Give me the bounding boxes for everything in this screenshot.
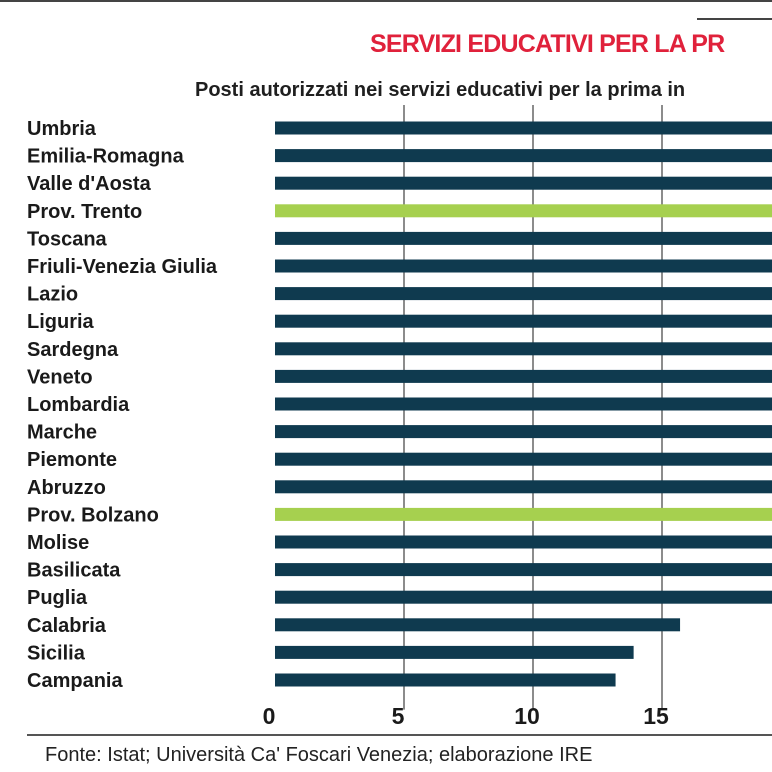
category-label-3: Prov. Trento	[27, 201, 142, 223]
category-label-12: Piemonte	[27, 449, 117, 471]
bar-3	[275, 204, 772, 218]
bar-15	[275, 535, 772, 549]
bar-1	[275, 149, 772, 163]
category-label-15: Molise	[27, 532, 89, 554]
category-label-2: Valle d'Aosta	[27, 173, 152, 195]
category-label-1: Emilia-Romagna	[27, 146, 185, 168]
source-note: Fonte: Istat; Università Ca' Foscari Ven…	[45, 744, 593, 766]
bar-7	[275, 314, 772, 328]
category-label-19: Sicilia	[27, 642, 86, 664]
top-rule	[0, 0, 772, 2]
tick-label-15: 15	[643, 703, 669, 729]
category-label-7: Liguria	[27, 311, 95, 333]
category-label-11: Marche	[27, 422, 97, 444]
bar-5	[275, 259, 772, 273]
chart-title: SERVIZI EDUCATIVI PER LA PR	[370, 30, 725, 58]
title-rule	[697, 18, 772, 20]
bar-16	[275, 563, 772, 577]
bar-12	[275, 452, 772, 466]
bar-20	[275, 673, 616, 687]
category-label-4: Toscana	[27, 228, 108, 250]
bar-2	[275, 176, 772, 190]
bar-14	[275, 507, 772, 521]
category-label-18: Calabria	[27, 615, 107, 637]
tick-label-5: 5	[392, 703, 405, 729]
category-label-6: Lazio	[27, 284, 78, 306]
bar-11	[275, 425, 772, 439]
category-label-14: Prov. Bolzano	[27, 504, 159, 526]
bar-6	[275, 287, 772, 301]
bar-13	[275, 480, 772, 494]
bottom-rule	[27, 734, 772, 736]
bar-18	[275, 618, 681, 632]
bar-4	[275, 231, 772, 245]
category-label-0: Umbria	[27, 118, 97, 140]
tick-label-10: 10	[514, 703, 540, 729]
bar-chart: Umbria Emilia-Romagna Valle d'Aosta Prov. T…	[27, 105, 772, 729]
bar-8	[275, 342, 772, 356]
bar-0	[275, 121, 772, 135]
category-label-13: Abruzzo	[27, 477, 106, 499]
bar-19	[275, 645, 634, 659]
category-label-20: Campania	[27, 670, 123, 692]
tick-label-0: 0	[263, 703, 276, 729]
category-label-5: Friuli-Venezia Giulia	[27, 256, 218, 278]
category-label-8: Sardegna	[27, 339, 119, 361]
category-label-16: Basilicata	[27, 560, 121, 582]
category-label-10: Lombardia	[27, 394, 130, 416]
chart-subtitle: Posti autorizzati nei servizi educativi …	[195, 79, 686, 101]
bar-17	[275, 590, 772, 604]
category-label-9: Veneto	[27, 366, 93, 388]
category-label-17: Puglia	[27, 587, 88, 609]
bar-9	[275, 369, 772, 383]
bar-10	[275, 397, 772, 411]
